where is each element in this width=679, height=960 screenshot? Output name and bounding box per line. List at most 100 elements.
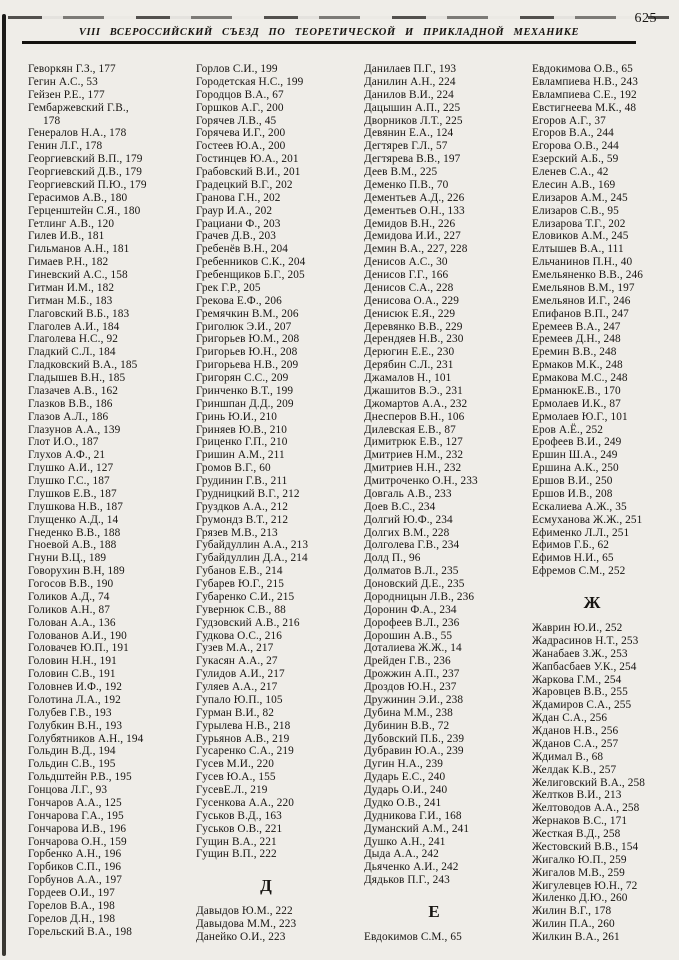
index-entry: Гусев М.И., 220 <box>196 758 275 771</box>
index-entry: Гуляев А.А., 217 <box>196 681 278 693</box>
index-entry: Ермаков М.К., 248 <box>532 359 623 372</box>
index-entry: Грачев Д.В., 203 <box>196 230 276 243</box>
index-entry: Гусев Ю.А., 155 <box>196 771 276 784</box>
index-entry: Дубовский П.Б., 239 <box>364 732 465 745</box>
index-entry: Гриняев Ю.В., 210 <box>196 423 288 436</box>
index-entry: Гетлинг А.В., 120 <box>28 217 115 230</box>
index-entry: Денисов А.С., 30 <box>364 256 448 269</box>
index-entry: Дубравин Ю.А., 239 <box>364 745 464 758</box>
index-entry: Жестовский В.В., 154 <box>532 840 639 853</box>
index-entry: Гольдин В.Д., 194 <box>28 745 116 758</box>
index-entry: Гончарова И.В., 196 <box>28 822 127 835</box>
index-entry-continuation: 178 <box>43 114 61 127</box>
index-entry: Душко А.Н., 241 <box>364 835 446 848</box>
index-entry: Жданов С.А., 257 <box>532 737 619 750</box>
index-entry: Горельский В.А., 198 <box>28 925 132 938</box>
index-entry: Голован А.А., 136 <box>28 616 116 629</box>
index-entry: Горбиков С.П., 196 <box>28 861 122 874</box>
index-entry: Жигалов М.В., 259 <box>532 866 625 879</box>
index-entry: Григорьев Ю.М., 208 <box>196 333 300 346</box>
index-entry: Гильманов А.Н., 181 <box>28 243 130 256</box>
index-entry: Гукасян А.А., 27 <box>196 655 278 668</box>
index-entry: Дрейден Г.В., 236 <box>364 655 451 668</box>
index-entry: Ефремов С.М., 252 <box>532 565 626 578</box>
page-header: VIII ВСЕРОССИЙСКИЙ СЪЕЗД ПО ТЕОРЕТИЧЕСКО… <box>22 27 636 44</box>
index-entry: Жаровцев В.В., 255 <box>532 686 628 699</box>
index-entry: Горелов В.А., 198 <box>28 899 115 912</box>
index-entry: Горлов С.И., 199 <box>196 63 278 75</box>
page-number: 625 <box>634 11 657 26</box>
index-entry: Гринченко В.Т., 199 <box>196 384 294 397</box>
index-entry: Емельянов В.М., 197 <box>532 281 635 294</box>
index-entry: Евдокимова О.В., 65 <box>532 63 633 75</box>
index-entry: Гуськов В.Д., 163 <box>196 809 282 822</box>
index-entry: Горшков А.Г., 200 <box>196 101 284 114</box>
index-entry: Думанский А.М., 241 <box>364 822 470 835</box>
index-entry: Губанов Е.В., 214 <box>196 565 283 578</box>
index-entry: Гнуни В.Ц., 189 <box>28 552 107 565</box>
index-entry: Грабовский В.И., 201 <box>196 166 301 178</box>
index-entry: Евлампиева Н.В., 243 <box>532 75 638 88</box>
index-entry: Долгий Ю.Ф., 234 <box>364 513 453 526</box>
header-rule <box>22 41 636 44</box>
index-entry: Егоров А.Г., 37 <box>532 114 606 127</box>
index-entry: Грумондз В.Т., 212 <box>196 513 289 526</box>
index-entry: Губарев Ю.Г., 215 <box>196 578 284 590</box>
index-entry: Елизаров С.В., 95 <box>532 204 619 217</box>
index-entry: Гребенёв В.Н., 204 <box>196 243 289 256</box>
index-entry: Ефимов Г.Б., 62 <box>532 539 610 552</box>
index-entry: Довгаль А.В., 233 <box>364 487 452 500</box>
index-entry: Городцов В.А., 67 <box>196 88 284 101</box>
index-entry: Георгиевский Д.В., 179 <box>28 166 143 178</box>
index-entry: Доновский Д.Е., 235 <box>364 578 465 590</box>
index-entry: Гогосов В.В., 190 <box>28 578 114 590</box>
index-entry: Гитман М.Б., 183 <box>28 294 113 307</box>
index-entry: Дмитроченко О.Н., 233 <box>364 475 478 487</box>
index-entry: Гущин В.П., 222 <box>196 848 277 861</box>
index-entry: Гембаржевский Г.В., 178 <box>28 102 196 128</box>
index-entry: Гурман В.И., 82 <box>196 706 274 719</box>
index-entry: Григолюк Э.И., 207 <box>196 320 292 333</box>
index-entry: Дыда А.А., 242 <box>364 848 439 861</box>
index-entry: Глушкова Н.В., 187 <box>28 500 123 513</box>
index-entry: Дементьев А.Д., 226 <box>364 191 465 204</box>
index-entry: Громов В.Г., 60 <box>196 462 271 475</box>
index-entry: Глушко А.И., 127 <box>28 462 114 475</box>
index-entry: Гноевой А.В., 188 <box>28 539 117 552</box>
index-entry: Димитрюк Е.В., 127 <box>364 436 463 449</box>
index-entry: Жадрасинов Н.Т., 253 <box>532 634 639 647</box>
index-entry: Глаголева Н.С., 92 <box>28 333 118 346</box>
index-entry: Гурьянов А.В., 219 <box>196 732 290 745</box>
index-entry: Грек Г.Р., 205 <box>196 281 261 294</box>
index-entry: Дородницын Л.В., 236 <box>364 590 475 603</box>
index-entry: Гудзовский А.В., 216 <box>196 616 300 629</box>
index-entry: Дегтярева В.В., 197 <box>364 153 461 166</box>
index-entry: Ефименко Л.Л., 251 <box>532 526 630 539</box>
index-entry: Ельчанинов П.Н., 40 <box>532 256 633 269</box>
index-entry: Голубятников А.Н., 194 <box>28 732 144 745</box>
index-entry: Геворкян Г.З., 177 <box>28 63 116 75</box>
index-entry: Езерский А.Б., 59 <box>532 153 619 166</box>
index-entry: Гонцова Л.Г., 93 <box>28 784 108 796</box>
index-entry: Градецкий В.Г., 202 <box>196 178 293 191</box>
index-entry: Дубинин В.В., 72 <box>364 719 450 732</box>
index-entry: Днесперов В.Н., 106 <box>364 410 465 423</box>
index-entry: Дударь О.И., 240 <box>364 784 448 796</box>
index-entry: Давыдов Ю.М., 222 <box>196 905 293 918</box>
index-entry: Долд П., 96 <box>364 552 421 565</box>
index-entry: Гриншпан Д.Д., 209 <box>196 397 294 410</box>
index-entry: Дерябин С.Л., 231 <box>364 359 454 372</box>
index-entry: Гольдин С.В., 195 <box>28 758 116 771</box>
index-entry: Гладкий С.Л., 184 <box>28 346 116 359</box>
index-entry: Демидов В.Н., 226 <box>364 217 456 230</box>
index-entry: Евдокимов С.М., 65 <box>364 931 462 943</box>
index-entry: Голубкин В.Н., 193 <box>28 719 123 732</box>
index-entry: Гришин А.М., 211 <box>196 449 285 462</box>
index-entry: Жапбасбаев У.К., 254 <box>532 660 637 673</box>
section-letter-heading: Е <box>428 902 440 921</box>
index-entry: Говорухин В.Н, 189 <box>28 565 125 578</box>
index-entry: Губайдуллин А.А., 213 <box>196 539 309 552</box>
index-entry: Герценштейн С.Я., 180 <box>28 204 141 217</box>
index-entry: Жаврин Ю.И., 252 <box>532 622 623 634</box>
index-entry: Григорян С.С., 209 <box>196 372 289 384</box>
